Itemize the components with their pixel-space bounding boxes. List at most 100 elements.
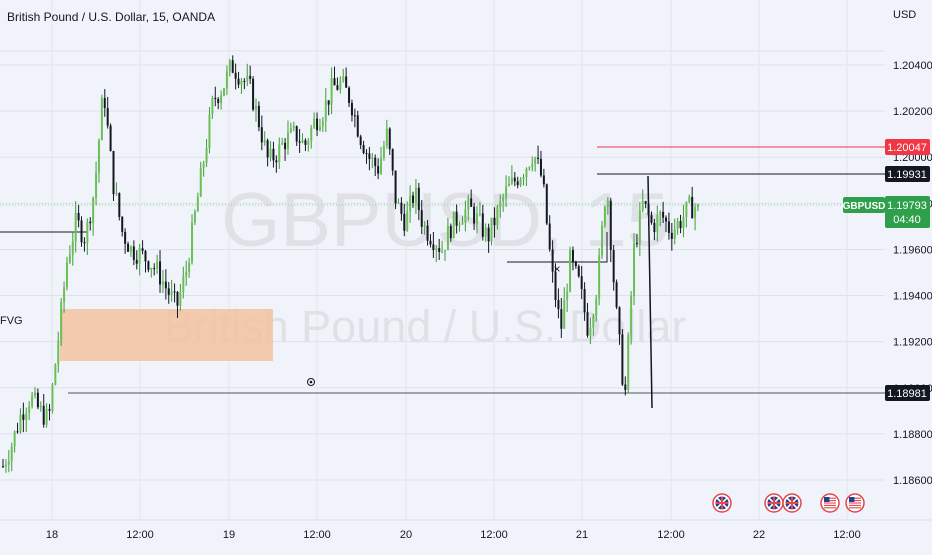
- fvg-zone[interactable]: [60, 309, 273, 361]
- chart-title: British Pound / U.S. Dollar, 15, OANDA: [7, 10, 215, 24]
- candle-body: [507, 183, 510, 186]
- us-flag-icon[interactable]: [845, 493, 865, 513]
- candle-body: [490, 217, 493, 242]
- candle-body: [566, 291, 569, 300]
- symbol-tag: [843, 197, 885, 213]
- bar-countdown: 04:40: [893, 214, 921, 226]
- lower-level-price: 1.18981: [887, 388, 927, 400]
- candle-body: [301, 140, 304, 143]
- candle-body: [13, 431, 16, 447]
- candle-body: [475, 213, 478, 224]
- candle-body: [592, 316, 595, 328]
- candle-body: [563, 299, 566, 329]
- current-price-tag: [885, 196, 930, 228]
- candle-body: [42, 405, 45, 425]
- candle-body: [377, 166, 380, 174]
- candle-body: [191, 222, 194, 263]
- candle-body: [382, 146, 385, 158]
- candle-body: [68, 254, 71, 263]
- candle-body: [542, 175, 545, 185]
- candle-body: [275, 160, 278, 163]
- candle-body: [505, 185, 508, 198]
- candle-body: [240, 80, 243, 85]
- candle-body: [537, 157, 540, 159]
- time-tick-label: 12:00: [833, 529, 861, 541]
- candle-body: [478, 213, 481, 215]
- candle-body: [156, 261, 159, 269]
- candle-body: [420, 210, 423, 227]
- candle-body: [371, 157, 374, 159]
- candle-body: [254, 105, 257, 110]
- candle-body: [188, 262, 191, 272]
- gb-flag-icon[interactable]: [782, 493, 802, 513]
- candle-body: [414, 187, 417, 203]
- candle-body: [16, 431, 19, 433]
- upper-level-price-tag: [885, 166, 930, 182]
- time-axis[interactable]: [0, 520, 886, 550]
- gb-flag-icon[interactable]: [712, 493, 732, 513]
- upper-level-price: 1.19931: [887, 169, 927, 181]
- candle-body: [284, 142, 287, 150]
- candle-body: [51, 384, 54, 411]
- candle-body: [121, 216, 124, 232]
- candle-body: [513, 177, 516, 182]
- candle-body: [106, 107, 109, 126]
- candle-body: [135, 259, 138, 264]
- symbol-tag-text: GBPUSD: [843, 201, 886, 212]
- candle-body: [220, 95, 223, 104]
- price-tick-label: 1.19200: [893, 337, 932, 349]
- candle-body: [80, 220, 83, 243]
- candle-body: [545, 184, 548, 224]
- candle-wick: [647, 175, 653, 409]
- gb-flag-icon[interactable]: [764, 493, 784, 513]
- candle-body: [368, 153, 371, 159]
- candle-body: [670, 232, 673, 239]
- candle-body: [333, 78, 336, 86]
- candle-body: [615, 282, 618, 308]
- candle-body: [182, 276, 185, 293]
- candle-body: [676, 221, 679, 230]
- candle-body: [63, 287, 66, 303]
- candle-body: [336, 85, 339, 90]
- candle-body: [86, 221, 89, 243]
- candle-body: [161, 281, 164, 285]
- candle-body: [350, 102, 353, 116]
- candle-body: [356, 115, 359, 137]
- candle-body: [263, 140, 266, 143]
- candle-body: [359, 136, 362, 145]
- candle-body: [36, 392, 39, 408]
- candle-body: [644, 201, 647, 204]
- candle-body: [534, 157, 537, 164]
- candle-body: [281, 142, 284, 145]
- candle-body: [606, 200, 609, 208]
- us-flag-icon[interactable]: [820, 493, 840, 513]
- candle-body: [362, 144, 365, 154]
- target-marker-icon[interactable]: [307, 378, 315, 386]
- candle-body: [417, 187, 420, 211]
- candle-body: [397, 202, 400, 204]
- candle-body: [496, 207, 499, 226]
- candle-body: [109, 125, 112, 152]
- x-marker[interactable]: ×: [553, 262, 560, 276]
- candle-body: [426, 225, 429, 241]
- target-marker-dot: [309, 380, 313, 384]
- candle-body: [246, 75, 249, 82]
- candle-body: [429, 240, 432, 245]
- candle-body: [71, 241, 74, 255]
- candle-body: [196, 196, 199, 212]
- candle-body: [455, 211, 458, 226]
- candle-body: [665, 217, 668, 222]
- price-axis[interactable]: [886, 0, 932, 520]
- candle-body: [205, 148, 208, 164]
- candle-body: [48, 409, 51, 411]
- candle-body: [391, 149, 394, 171]
- price-tick-label: 1.20400: [893, 60, 932, 72]
- price-tick-label: 1.20000: [893, 152, 932, 164]
- candle-body: [65, 262, 68, 288]
- current-price: 1.19793: [887, 200, 927, 212]
- candle-body: [129, 246, 132, 252]
- bos-line[interactable]: [507, 232, 608, 263]
- candle-body: [33, 392, 36, 396]
